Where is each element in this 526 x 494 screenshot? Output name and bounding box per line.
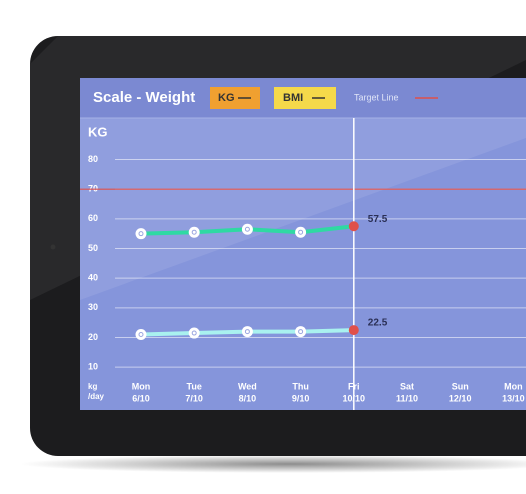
y-tick-label: 60	[88, 213, 98, 223]
data-point-core	[191, 330, 197, 336]
data-point	[188, 327, 200, 339]
camera	[50, 244, 56, 250]
data-point	[348, 325, 359, 336]
x-tick-date: 10/10	[343, 393, 366, 403]
legend-label: BMI	[283, 92, 303, 104]
y-tick-label: 70	[88, 184, 98, 194]
data-point-core	[298, 229, 304, 235]
value-label: 22.5	[368, 318, 388, 329]
screen	[80, 78, 526, 410]
x-tick-date: 11/10	[396, 393, 418, 403]
x-tick-label: Tue	[187, 381, 202, 391]
data-point	[241, 223, 253, 235]
x-tick-label: Mon	[504, 381, 523, 391]
x-tick-date: 6/10	[132, 393, 150, 403]
data-point-core	[298, 329, 304, 335]
screen-glare	[80, 118, 526, 300]
y-tick-label: 20	[88, 332, 98, 342]
data-point	[295, 326, 307, 338]
x-tick-label: Thu	[292, 381, 309, 391]
x-tick-label: Wed	[238, 381, 257, 391]
data-point	[348, 221, 359, 232]
legend-box[interactable]	[210, 87, 260, 109]
tablet-shadow	[20, 455, 526, 473]
x-tick-date: 8/10	[239, 393, 257, 403]
y-tick-label: 30	[88, 302, 98, 312]
x-tick-date: 12/10	[449, 393, 472, 403]
x-tick-label: Fri	[348, 381, 360, 391]
y-tick-label: 50	[88, 243, 98, 253]
x-axis-title: kg/day	[88, 382, 105, 401]
data-point	[135, 329, 147, 341]
x-tick-label: Sun	[452, 381, 469, 391]
plot: 10 20 30 40 50 60 70 80 kg/day Mon 6/10 Tue 7/10 Wed 8…	[80, 118, 526, 410]
legend-box[interactable]	[274, 87, 336, 109]
data-point-core	[191, 229, 197, 235]
chart-title: Scale - Weight	[93, 89, 195, 106]
data-point	[188, 226, 200, 238]
x-tick-label: Mon	[132, 381, 151, 391]
value-label: 57.5	[368, 214, 388, 225]
y-tick-label: 10	[88, 362, 98, 372]
y-tick-label: 40	[88, 273, 98, 283]
data-point-core	[138, 332, 144, 338]
legend-label: KG	[218, 92, 235, 104]
data-point-core	[244, 226, 250, 232]
y-tick-label: 80	[88, 154, 98, 164]
y-axis-title: KG	[88, 124, 108, 139]
x-tick-label: Sat	[400, 381, 414, 391]
data-point	[135, 228, 147, 240]
x-tick-date: 9/10	[292, 393, 310, 403]
x-tick-date: 13/10	[502, 393, 525, 403]
data-point	[295, 226, 307, 238]
data-point	[241, 326, 253, 338]
data-point-core	[138, 231, 144, 237]
x-tick-date: 7/10	[185, 393, 203, 403]
data-point-core	[244, 329, 250, 335]
legend-label: Target Line	[354, 92, 399, 102]
